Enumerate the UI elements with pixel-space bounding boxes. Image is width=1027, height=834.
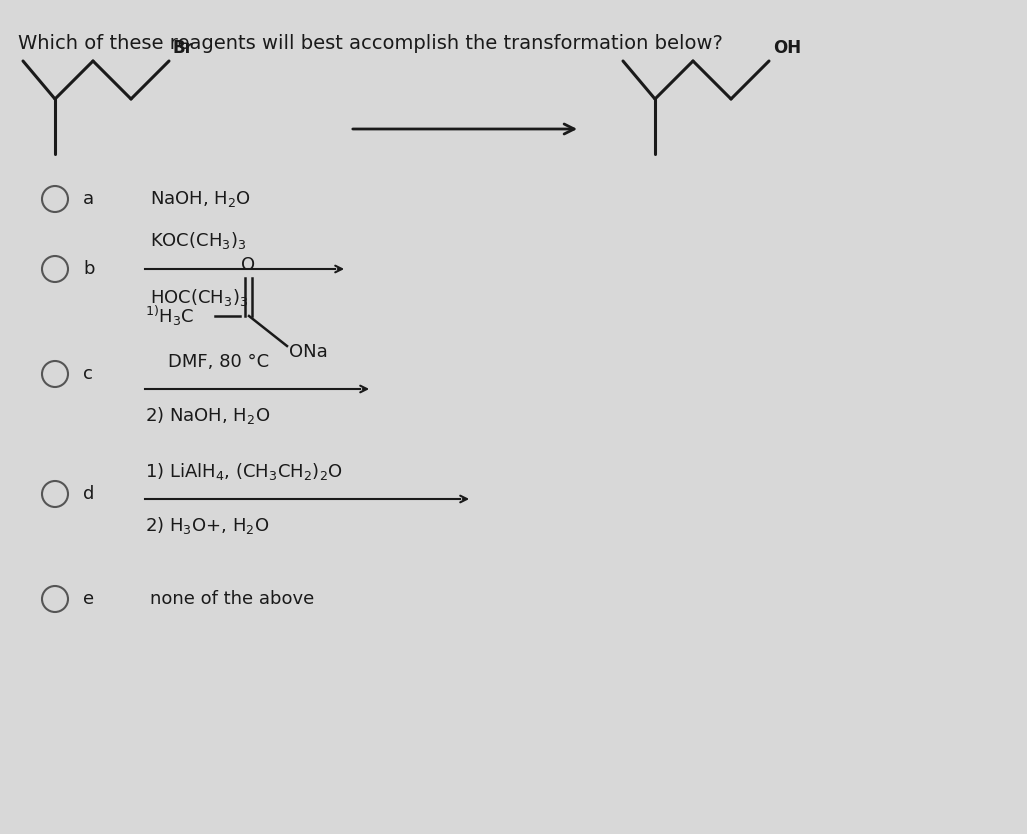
Text: NaOH, H$_2$O: NaOH, H$_2$O <box>150 189 251 209</box>
Text: OH: OH <box>773 39 801 57</box>
Text: O: O <box>241 256 255 274</box>
Text: e: e <box>83 590 94 608</box>
Text: ONa: ONa <box>289 343 328 361</box>
Text: 2) H$_3$O+, H$_2$O: 2) H$_3$O+, H$_2$O <box>145 515 269 536</box>
Text: 2) NaOH, H$_2$O: 2) NaOH, H$_2$O <box>145 405 270 426</box>
Text: c: c <box>83 365 92 383</box>
Text: DMF, 80 °C: DMF, 80 °C <box>168 353 269 371</box>
Text: Br: Br <box>173 39 194 57</box>
Text: $^{1)}$H$_3$C: $^{1)}$H$_3$C <box>145 304 194 328</box>
Text: b: b <box>83 260 94 278</box>
Text: Which of these reagents will best accomplish the transformation below?: Which of these reagents will best accomp… <box>18 34 723 53</box>
Text: HOC(CH$_3$)$_3$: HOC(CH$_3$)$_3$ <box>150 287 249 308</box>
Text: none of the above: none of the above <box>150 590 314 608</box>
Text: d: d <box>83 485 94 503</box>
Text: 1) LiAlH$_4$, (CH$_3$CH$_2$)$_2$O: 1) LiAlH$_4$, (CH$_3$CH$_2$)$_2$O <box>145 461 343 483</box>
Text: KOC(CH$_3$)$_3$: KOC(CH$_3$)$_3$ <box>150 230 246 252</box>
Text: a: a <box>83 190 94 208</box>
